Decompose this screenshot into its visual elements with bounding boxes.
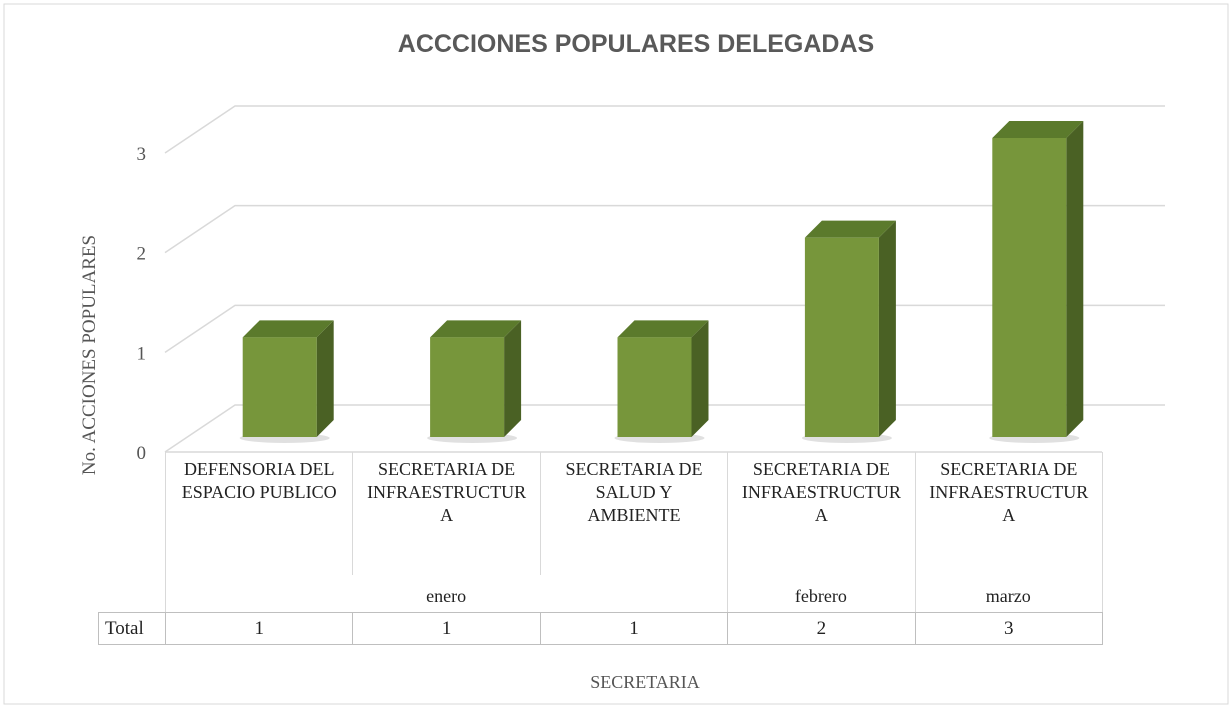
- table-value: 1: [539, 612, 729, 645]
- frame: [3, 3, 1229, 705]
- bar-top: [430, 320, 522, 338]
- table-value: 3: [914, 612, 1103, 645]
- bar-top: [242, 320, 334, 338]
- y-tick-label: 3: [137, 144, 147, 165]
- bar: [992, 138, 1067, 437]
- x-tick-label: SECRETARIA DE INFRAESTRUCTURA: [727, 452, 914, 612]
- x-tick-label: SECRETARIA DE INFRAESTRUCTURA: [914, 452, 1102, 612]
- y-tick-label: 0: [137, 443, 147, 464]
- group-label: marzo: [985, 586, 1031, 606]
- bar-top: [992, 121, 1084, 138]
- y-tick-label: 1: [137, 343, 147, 364]
- bar-top: [804, 220, 896, 238]
- x-tick-label: SECRETARIA DE INFRAESTRUCTURA: [352, 452, 539, 575]
- y-axis-title: No. ACCIONES POPULARES: [79, 235, 100, 475]
- bar-top: [617, 320, 709, 338]
- bar-side: [691, 320, 709, 437]
- grid-line: [164, 105, 1165, 154]
- bar: [804, 237, 879, 437]
- table-value: 1: [165, 612, 354, 645]
- bar-side: [878, 220, 896, 437]
- y-tick-label: 2: [137, 244, 147, 265]
- x-axis-title: SECRETARIA: [590, 672, 700, 692]
- chart-title: ACCCIONES POPULARES DELEGADAS: [398, 30, 874, 58]
- group-label: enero: [426, 586, 467, 606]
- bar-side: [316, 320, 334, 437]
- bar: [430, 337, 505, 437]
- bar-side: [504, 320, 522, 437]
- bar: [617, 337, 692, 437]
- bar-side: [1066, 121, 1084, 437]
- bar: [242, 337, 317, 437]
- table-value: 2: [727, 612, 916, 645]
- x-tick-label: SECRETARIA DE SALUD Y AMBIENTE: [539, 452, 727, 575]
- table-row-label: Total: [98, 612, 166, 645]
- group-label: febrero: [794, 586, 847, 606]
- x-edge: [1102, 452, 1103, 612]
- table-value: 1: [352, 612, 541, 645]
- x-tick-label: DEFENSORIA DEL ESPACIO PUBLICO: [165, 452, 352, 612]
- grid-line: [164, 204, 1165, 254]
